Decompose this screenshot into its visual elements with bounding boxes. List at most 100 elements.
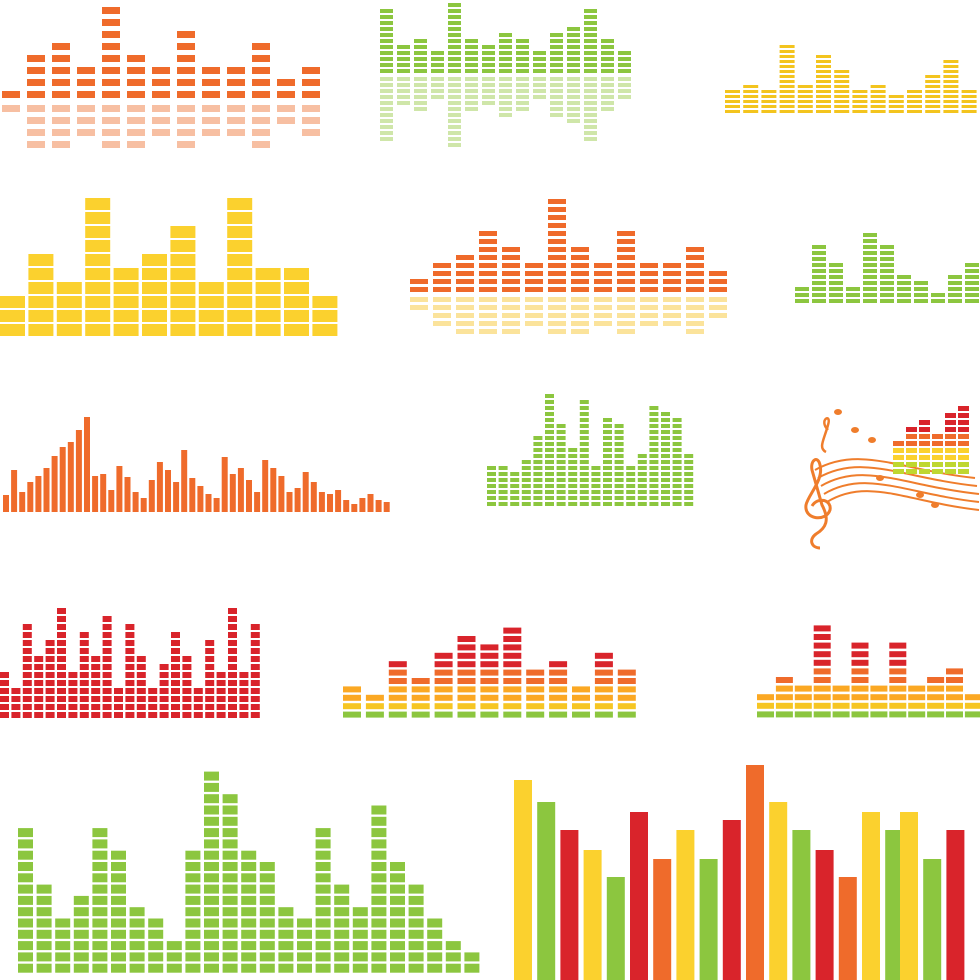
eq-segment — [227, 282, 253, 294]
eq-reflection — [567, 101, 580, 105]
eq-reflection — [516, 101, 529, 105]
eq-segment — [91, 704, 101, 710]
eq-segment — [897, 299, 911, 303]
eq-segment — [572, 703, 590, 710]
eq-reflection — [686, 297, 704, 302]
eq-bar — [815, 850, 834, 980]
eq-segment — [315, 952, 331, 962]
eq-segment — [222, 862, 238, 871]
eq-segment — [11, 712, 21, 718]
eq-segment — [594, 703, 613, 710]
eq-segment — [34, 704, 44, 710]
eq-segment — [18, 895, 33, 905]
eq-segment — [907, 105, 922, 108]
eq-segment — [125, 648, 135, 654]
eq-segment — [556, 448, 566, 452]
eq-segment — [448, 57, 461, 61]
eq-segment — [45, 640, 55, 646]
eq-segment — [202, 91, 220, 98]
eq-segment — [129, 941, 145, 951]
eq-segment — [411, 694, 430, 701]
eq-segment — [170, 240, 196, 252]
eq-segment — [888, 95, 904, 98]
eq-segment — [45, 648, 55, 654]
eq-segment — [649, 412, 659, 416]
eq-segment — [663, 271, 681, 276]
eq-segment — [548, 263, 566, 268]
eq-bar — [262, 460, 269, 512]
eq-segment — [228, 632, 237, 638]
eq-segment — [594, 279, 612, 284]
eq-segment — [85, 198, 111, 210]
eq-segment — [816, 55, 831, 58]
eq-segment — [946, 677, 963, 683]
eq-segment — [567, 33, 580, 37]
eq-segment — [56, 310, 82, 322]
eq-segment — [241, 929, 257, 939]
eq-bar — [792, 830, 811, 980]
eq-segment — [427, 941, 443, 951]
eq-segment — [228, 648, 237, 654]
eq-segment — [390, 918, 405, 928]
eq-segment — [649, 496, 659, 500]
eq-segment — [851, 711, 869, 718]
eq-segment — [943, 110, 959, 113]
eq-segment — [870, 90, 886, 93]
eq-segment — [851, 651, 869, 658]
eq-segment — [568, 502, 578, 506]
eq-segment — [499, 33, 512, 37]
eq-segment — [259, 873, 275, 883]
eq-segment — [797, 90, 813, 93]
eq-segment — [427, 963, 443, 973]
eq-segment — [45, 664, 55, 670]
eq-segment — [672, 502, 682, 506]
eq-reflection — [380, 83, 393, 87]
eq-segment — [365, 711, 384, 718]
eq-segment — [614, 490, 624, 494]
eq-reflection — [380, 77, 393, 81]
eq-segment — [672, 466, 682, 470]
note — [931, 502, 939, 508]
eq-segment — [315, 839, 331, 849]
eq-segment — [502, 271, 520, 276]
eq-segment — [919, 462, 930, 467]
eq-segment — [448, 33, 461, 37]
eq-segment — [637, 466, 647, 470]
eq-segment — [965, 287, 979, 291]
eq-segment — [457, 636, 476, 642]
eq-segment — [136, 704, 146, 710]
eq-segment — [640, 279, 658, 284]
eq-segment — [480, 703, 499, 710]
eq-segment — [545, 496, 554, 500]
eq-bar — [246, 480, 252, 512]
eq-segment — [640, 287, 658, 292]
eq-segment — [897, 275, 911, 279]
eq-segment — [567, 57, 580, 61]
eq-segment — [371, 963, 387, 973]
eq-segment — [649, 424, 659, 428]
eq-segment — [171, 648, 180, 654]
eq-segment — [159, 680, 169, 686]
eq-segment — [584, 69, 597, 73]
eq-segment — [239, 688, 249, 694]
eq-segment — [250, 672, 260, 678]
eq-segment — [958, 413, 969, 418]
eq-segment — [502, 279, 520, 284]
eq-segment — [315, 907, 331, 917]
eq-segment — [250, 656, 260, 662]
eq-reflection — [640, 305, 658, 310]
eq-segment — [91, 688, 101, 694]
eq-segment — [925, 80, 941, 83]
eq-reflection — [617, 313, 635, 318]
eq-segment — [601, 57, 614, 61]
eq-segment — [227, 91, 245, 98]
eq-segment — [672, 418, 682, 422]
eq-segment — [278, 963, 294, 973]
eq-segment — [601, 69, 614, 73]
eq-segment — [618, 51, 631, 55]
eq-segment — [603, 424, 612, 428]
eq-reflection — [252, 129, 270, 136]
eq-segment — [390, 873, 405, 883]
eq-segment — [893, 455, 904, 460]
eq-segment — [614, 430, 624, 434]
